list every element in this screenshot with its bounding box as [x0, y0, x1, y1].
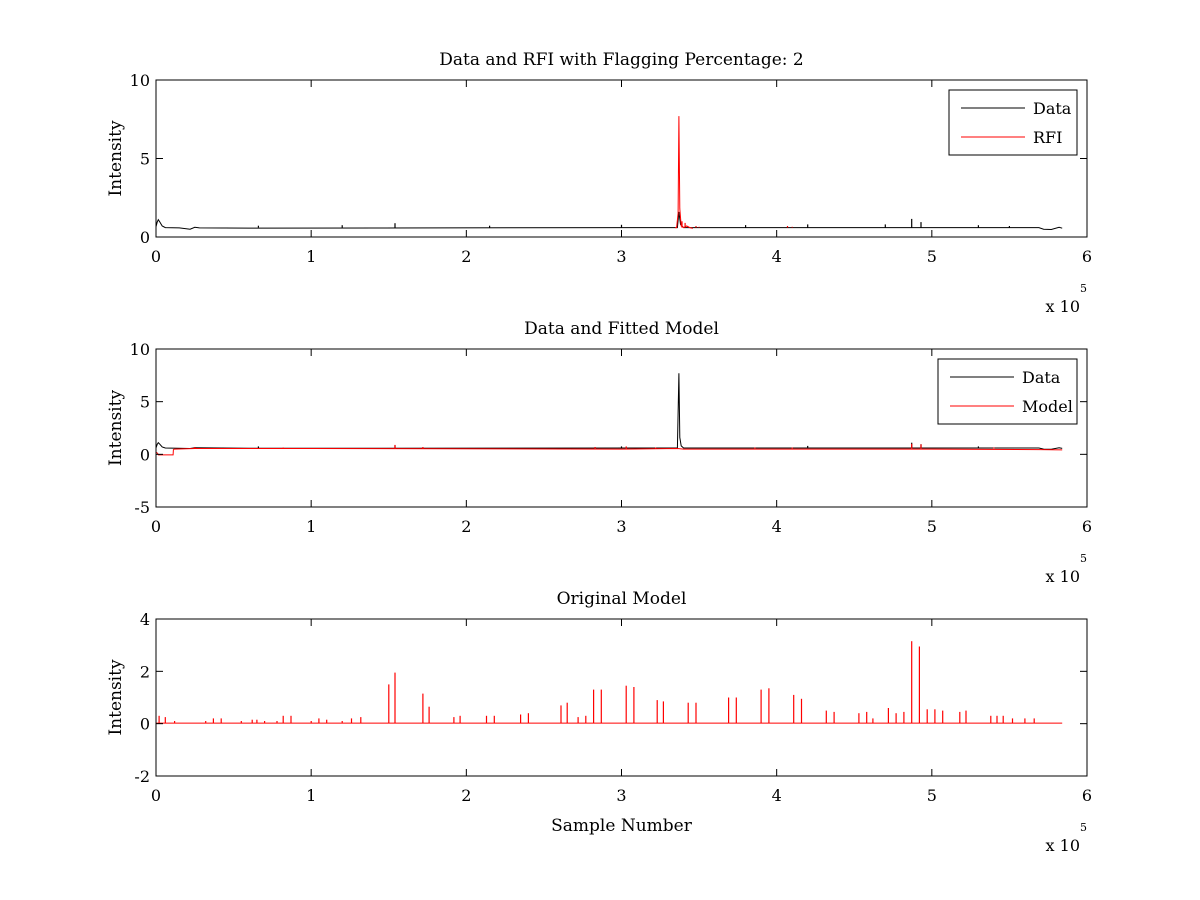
y-axis-label: Intensity — [106, 120, 126, 196]
y-tick-label: -2 — [134, 767, 150, 786]
y-axis-label: Intensity — [106, 390, 126, 466]
legend-label: Data — [1022, 368, 1061, 387]
x-tick-label: 0 — [151, 247, 161, 266]
x-exponent-value: 5 — [1080, 552, 1087, 565]
x-tick-label: 1 — [306, 517, 316, 536]
y-tick-label: -5 — [134, 498, 150, 517]
y-tick-label: 4 — [140, 610, 150, 629]
y-tick-label: 2 — [140, 662, 150, 681]
legend: Data Model — [937, 358, 1078, 425]
x-tick-label: 3 — [616, 517, 626, 536]
subplot-title: Original Model — [557, 589, 687, 609]
x-tick-label: 2 — [461, 517, 471, 536]
series-line — [156, 373, 1063, 450]
series-line — [675, 116, 694, 229]
x-tick-label: 6 — [1082, 517, 1092, 536]
x-tick-label: 4 — [772, 517, 782, 536]
subplot-title: Data and Fitted Model — [524, 319, 719, 339]
y-tick-label: 5 — [140, 150, 150, 169]
x-exponent-value: 5 — [1080, 282, 1087, 295]
y-tick-label: 0 — [140, 715, 150, 734]
y-tick-label: 10 — [130, 71, 150, 90]
x-tick-label: 6 — [1082, 786, 1092, 805]
x-exponent-label: x 10 — [1046, 836, 1080, 855]
axes-frame — [155, 618, 1088, 777]
x-exponent-value: 5 — [1080, 821, 1087, 834]
x-exponent-label: x 10 — [1046, 567, 1080, 586]
x-tick-label: 2 — [461, 247, 471, 266]
x-tick-label: 0 — [151, 786, 161, 805]
x-tick-label: 5 — [927, 786, 937, 805]
x-tick-label: 5 — [927, 247, 937, 266]
x-tick-label: 4 — [772, 786, 782, 805]
x-tick-label: 6 — [1082, 247, 1092, 266]
x-tick-label: 4 — [772, 247, 782, 266]
axes-frame — [155, 79, 1088, 238]
y-tick-label: 5 — [140, 393, 150, 412]
series-line — [156, 447, 1063, 456]
x-tick-label: 3 — [616, 786, 626, 805]
y-tick-label: 0 — [140, 445, 150, 464]
legend-label: Model — [1022, 397, 1073, 416]
legend: Data RFI — [948, 89, 1078, 156]
y-tick-label: 0 — [140, 228, 150, 247]
legend-box — [937, 358, 1078, 425]
legend-box — [948, 89, 1078, 156]
x-tick-label: 2 — [461, 786, 471, 805]
x-tick-label: 1 — [306, 247, 316, 266]
x-tick-label: 0 — [151, 517, 161, 536]
x-tick-label: 1 — [306, 786, 316, 805]
x-tick-label: 3 — [616, 247, 626, 266]
legend-label: RFI — [1033, 128, 1062, 147]
x-axis-label: Sample Number — [551, 816, 693, 836]
series-line — [156, 211, 1063, 231]
subplot-1: Data and RFI with Flagging Percentage: 2… — [106, 50, 1092, 316]
y-axis-label: Intensity — [106, 659, 126, 735]
y-tick-label: 10 — [130, 340, 150, 359]
legend-label: Data — [1033, 99, 1072, 118]
subplot-title: Data and RFI with Flagging Percentage: 2 — [439, 50, 803, 70]
x-exponent-label: x 10 — [1046, 297, 1080, 316]
x-tick-label: 5 — [927, 517, 937, 536]
